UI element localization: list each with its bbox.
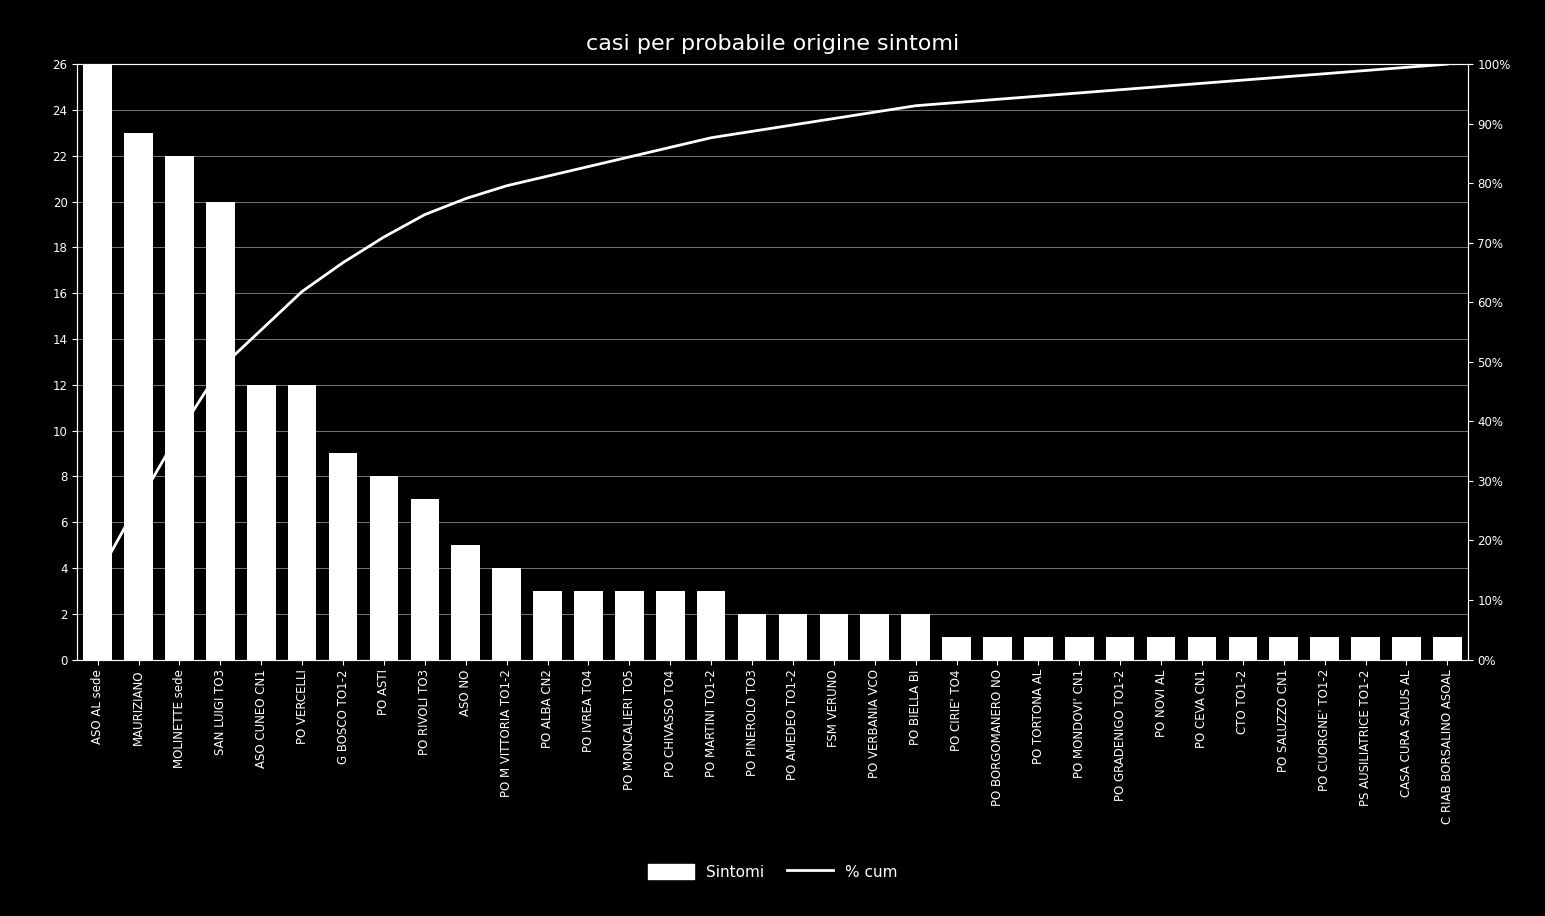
Bar (329, 453, 357, 660)
Bar (983, 637, 1012, 660)
Bar (779, 614, 808, 660)
Bar (165, 156, 193, 660)
Bar (1188, 637, 1216, 660)
Bar (411, 499, 439, 660)
Bar (247, 385, 275, 660)
Bar (1434, 637, 1462, 660)
Bar (533, 591, 562, 660)
Bar (369, 476, 399, 660)
Bar (1024, 637, 1052, 660)
Legend: Sintomi, % cum: Sintomi, % cum (641, 857, 904, 886)
Bar (1270, 637, 1298, 660)
Bar (901, 614, 930, 660)
Bar (83, 64, 113, 660)
Bar (1146, 637, 1176, 660)
Bar (1310, 637, 1340, 660)
Bar (1065, 637, 1094, 660)
Bar (575, 591, 603, 660)
Bar (697, 591, 726, 660)
Bar (124, 133, 153, 660)
Bar (942, 637, 970, 660)
Bar (819, 614, 848, 660)
Bar (1352, 637, 1380, 660)
Bar (657, 591, 684, 660)
Bar (287, 385, 317, 660)
Title: casi per probabile origine sintomi: casi per probabile origine sintomi (586, 34, 959, 54)
Bar (1228, 637, 1258, 660)
Bar (861, 614, 888, 660)
Bar (615, 591, 644, 660)
Bar (1392, 637, 1421, 660)
Bar (205, 202, 235, 660)
Bar (451, 545, 480, 660)
Bar (1106, 637, 1134, 660)
Bar (493, 568, 521, 660)
Bar (739, 614, 766, 660)
